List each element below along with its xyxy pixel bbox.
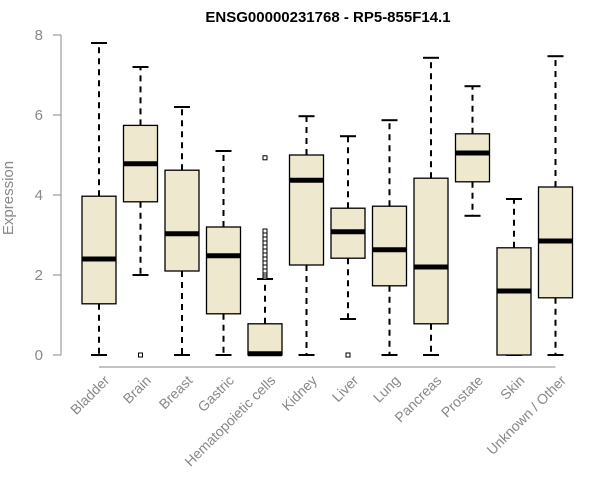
outlier-point [262, 240, 268, 246]
y-tick-label: 6 [35, 107, 43, 124]
outlier-point [345, 352, 351, 358]
outlier-point [262, 248, 268, 254]
box-5 [288, 115, 325, 356]
outlier-point [262, 244, 268, 250]
box-2 [164, 106, 200, 356]
axes: 0 2 4 6 8 [35, 27, 556, 368]
iqr-box [288, 154, 325, 266]
outlier-point [262, 232, 268, 238]
iqr-box [413, 177, 449, 325]
x-tick-label: Brain [120, 372, 154, 406]
boxes [81, 42, 574, 358]
iqr-box [371, 205, 408, 287]
x-tick-label: Breast [156, 372, 196, 412]
box-6 [330, 135, 366, 358]
box-7 [371, 119, 408, 356]
outlier-point [262, 260, 268, 266]
outlier-point [138, 352, 143, 358]
box-8 [413, 56, 449, 356]
iqr-box [205, 226, 242, 315]
chart-title: ENSG00000231768 - RP5-855F14.1 [205, 9, 450, 26]
outlier-point [262, 264, 268, 270]
outlier-point [262, 236, 268, 242]
box-10 [496, 198, 532, 356]
box-11 [537, 55, 574, 356]
iqr-box [454, 133, 491, 183]
x-tick-label: Unknown / Other [483, 372, 569, 458]
x-tick-label: Liver [329, 372, 362, 405]
box-4 [247, 155, 283, 357]
box-1 [122, 66, 159, 358]
outlier-point [262, 252, 268, 258]
box-3 [205, 150, 242, 356]
iqr-box [164, 169, 200, 272]
outlier-point [262, 256, 268, 262]
x-tick-label: Lung [370, 372, 403, 405]
box-9 [454, 85, 491, 217]
y-tick-label: 4 [35, 187, 43, 204]
x-tick-label: Skin [497, 372, 528, 403]
x-tick-label: Bladder [67, 372, 113, 418]
y-tick-label: 0 [35, 347, 43, 364]
y-tick-label: 2 [35, 267, 43, 284]
y-tick-label: 8 [35, 27, 43, 44]
x-tick-label: Prostate [438, 372, 486, 420]
outlier-point [262, 155, 268, 161]
x-tick-label: Kidney [278, 372, 320, 414]
iqr-box [247, 323, 283, 356]
outlier-point [262, 268, 268, 274]
y-axis-label: Expression [0, 161, 17, 235]
iqr-box [496, 247, 532, 356]
iqr-box [81, 195, 117, 305]
box-0 [81, 42, 117, 356]
outlier-point [262, 228, 268, 234]
